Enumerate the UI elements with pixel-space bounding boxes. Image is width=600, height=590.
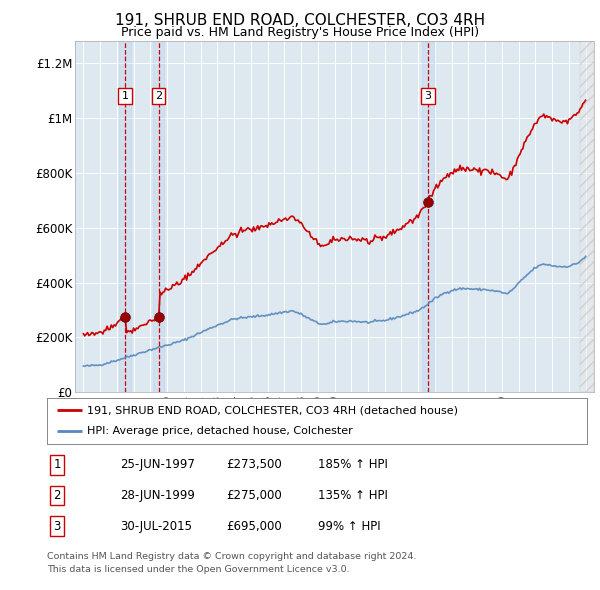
Text: HPI: Average price, detached house, Colchester: HPI: Average price, detached house, Colc… [88, 426, 353, 436]
Text: £275,000: £275,000 [226, 489, 282, 502]
Text: 185% ↑ HPI: 185% ↑ HPI [318, 458, 388, 471]
Text: 2: 2 [155, 91, 162, 101]
Text: 1: 1 [121, 91, 128, 101]
Text: 2: 2 [53, 489, 61, 502]
Text: 3: 3 [424, 91, 431, 101]
Text: 25-JUN-1997: 25-JUN-1997 [120, 458, 195, 471]
Text: 191, SHRUB END ROAD, COLCHESTER, CO3 4RH: 191, SHRUB END ROAD, COLCHESTER, CO3 4RH [115, 13, 485, 28]
Text: 3: 3 [53, 520, 61, 533]
Text: 135% ↑ HPI: 135% ↑ HPI [318, 489, 388, 502]
Bar [152, 41, 164, 392]
Text: £273,500: £273,500 [226, 458, 282, 471]
Bar [119, 41, 131, 392]
Text: 30-JUL-2015: 30-JUL-2015 [120, 520, 192, 533]
Text: 1: 1 [53, 458, 61, 471]
Text: 99% ↑ HPI: 99% ↑ HPI [318, 520, 380, 533]
Text: 191, SHRUB END ROAD, COLCHESTER, CO3 4RH (detached house): 191, SHRUB END ROAD, COLCHESTER, CO3 4RH… [88, 405, 458, 415]
Text: This data is licensed under the Open Government Licence v3.0.: This data is licensed under the Open Gov… [47, 565, 349, 573]
Text: Price paid vs. HM Land Registry's House Price Index (HPI): Price paid vs. HM Land Registry's House … [121, 26, 479, 39]
Text: £695,000: £695,000 [226, 520, 282, 533]
Text: 28-JUN-1999: 28-JUN-1999 [120, 489, 195, 502]
Text: Contains HM Land Registry data © Crown copyright and database right 2024.: Contains HM Land Registry data © Crown c… [47, 552, 416, 560]
Bar [422, 41, 434, 392]
Bar [580, 41, 594, 392]
